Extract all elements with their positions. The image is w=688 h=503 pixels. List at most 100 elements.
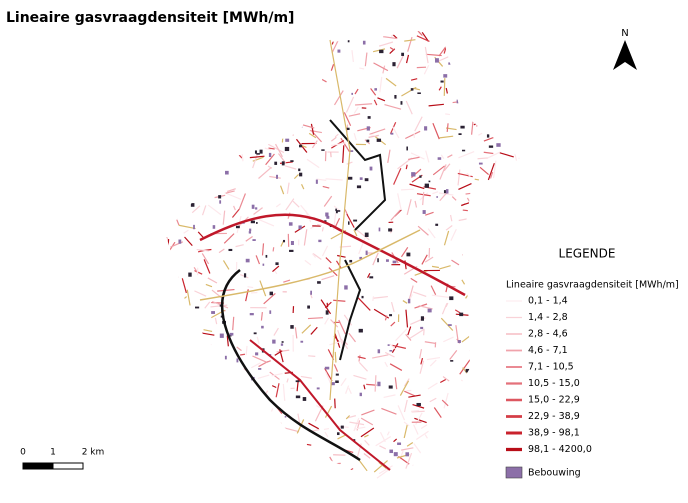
- street: [297, 90, 302, 97]
- street: [462, 367, 469, 375]
- street: [506, 240, 516, 244]
- street: [344, 486, 356, 488]
- street: [432, 122, 440, 140]
- street: [495, 191, 511, 195]
- street: [250, 362, 261, 369]
- building: [254, 150, 257, 154]
- street: [314, 462, 318, 467]
- street: [257, 458, 264, 472]
- building: [295, 380, 300, 383]
- street: [231, 78, 244, 93]
- street: [171, 276, 179, 280]
- street: [440, 317, 454, 331]
- street: [500, 274, 503, 281]
- building: [393, 452, 398, 457]
- street: [340, 137, 350, 152]
- street: [355, 426, 366, 430]
- street: [379, 76, 383, 93]
- street: [258, 85, 264, 89]
- street: [461, 200, 476, 206]
- street: [353, 133, 357, 141]
- street: [263, 58, 279, 67]
- street: [288, 61, 299, 68]
- building: [300, 125, 303, 128]
- building: [336, 432, 340, 436]
- street: [449, 349, 458, 360]
- street: [210, 416, 220, 421]
- building: [405, 452, 410, 457]
- street: [400, 247, 409, 258]
- building: [358, 328, 363, 333]
- street: [271, 385, 277, 389]
- street: [263, 292, 276, 305]
- building: [250, 220, 255, 224]
- street: [247, 286, 254, 289]
- building: [424, 126, 428, 131]
- street: [192, 155, 209, 160]
- building: [364, 178, 369, 182]
- building: [283, 239, 286, 243]
- street: [225, 114, 235, 117]
- street: [494, 47, 504, 51]
- street: [275, 39, 278, 48]
- street: [420, 357, 424, 365]
- street: [455, 313, 473, 317]
- street: [473, 122, 479, 126]
- street: [454, 309, 461, 314]
- street: [465, 192, 471, 195]
- building: [419, 175, 422, 178]
- building: [400, 101, 403, 105]
- street: [372, 296, 375, 302]
- street: [390, 209, 401, 221]
- street: [178, 142, 182, 160]
- building: [190, 203, 195, 207]
- street: [297, 48, 304, 52]
- legend-label: 98,1 - 4200,0: [528, 444, 592, 455]
- street: [250, 418, 267, 423]
- street: [194, 370, 199, 381]
- street: [490, 323, 495, 336]
- building: [302, 397, 307, 401]
- building: [481, 375, 484, 378]
- street: [404, 378, 410, 387]
- street: [477, 267, 485, 277]
- street: [499, 152, 514, 158]
- street: [232, 316, 235, 331]
- street: [309, 129, 323, 134]
- street: [337, 254, 346, 258]
- street: [507, 174, 520, 187]
- street: [363, 384, 366, 390]
- street: [275, 383, 280, 398]
- street: [197, 345, 204, 360]
- street: [273, 327, 279, 336]
- street: [216, 42, 233, 47]
- street: [487, 108, 490, 117]
- building: [369, 166, 373, 171]
- street: [493, 210, 501, 224]
- street: [203, 259, 211, 274]
- street: [194, 270, 203, 275]
- street: [251, 43, 256, 53]
- street: [477, 157, 488, 160]
- street: [408, 394, 421, 398]
- street: [493, 390, 502, 395]
- street: [343, 112, 352, 126]
- street: [430, 285, 437, 296]
- street: [193, 266, 198, 272]
- street: [417, 225, 429, 236]
- street: [491, 45, 496, 50]
- street: [493, 439, 501, 447]
- street: [427, 228, 436, 239]
- street: [455, 411, 459, 423]
- street: [166, 377, 174, 391]
- street: [417, 30, 423, 36]
- street: [486, 151, 501, 159]
- street: [458, 80, 462, 86]
- building: [325, 310, 329, 315]
- street: [403, 421, 410, 427]
- building: [435, 58, 439, 63]
- street: [272, 247, 275, 252]
- scale-label: 2 km: [82, 448, 105, 458]
- street: [443, 230, 450, 246]
- building: [218, 195, 222, 199]
